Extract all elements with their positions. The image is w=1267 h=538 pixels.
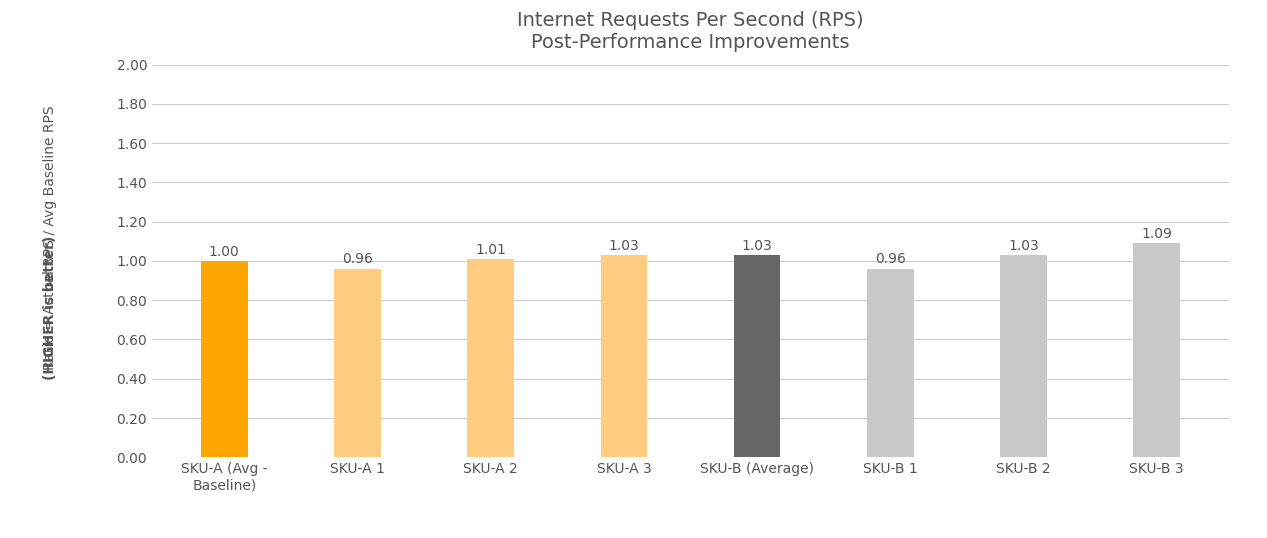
Bar	[334, 269, 381, 457]
Text: 1.09: 1.09	[1142, 227, 1172, 241]
Text: 1.03: 1.03	[1009, 239, 1039, 253]
Text: 0.96: 0.96	[875, 252, 906, 266]
Bar	[601, 255, 647, 457]
Bar	[201, 261, 247, 457]
Bar	[468, 259, 514, 457]
Text: 1.03: 1.03	[608, 239, 640, 253]
Bar	[867, 269, 914, 457]
Text: 0.96: 0.96	[342, 252, 372, 266]
Text: Ratio = Actual RPS / Avg Baseline RPS: Ratio = Actual RPS / Avg Baseline RPS	[43, 105, 57, 370]
Bar	[734, 255, 780, 457]
Title: Internet Requests Per Second (RPS)
Post-Performance Improvements: Internet Requests Per Second (RPS) Post-…	[517, 11, 864, 52]
Text: 1.01: 1.01	[475, 243, 506, 257]
Text: 1.03: 1.03	[741, 239, 773, 253]
Bar	[1134, 243, 1180, 457]
Text: 1.00: 1.00	[209, 245, 239, 259]
Bar	[1000, 255, 1047, 457]
Text: (HIGHER is better): (HIGHER is better)	[43, 236, 57, 380]
